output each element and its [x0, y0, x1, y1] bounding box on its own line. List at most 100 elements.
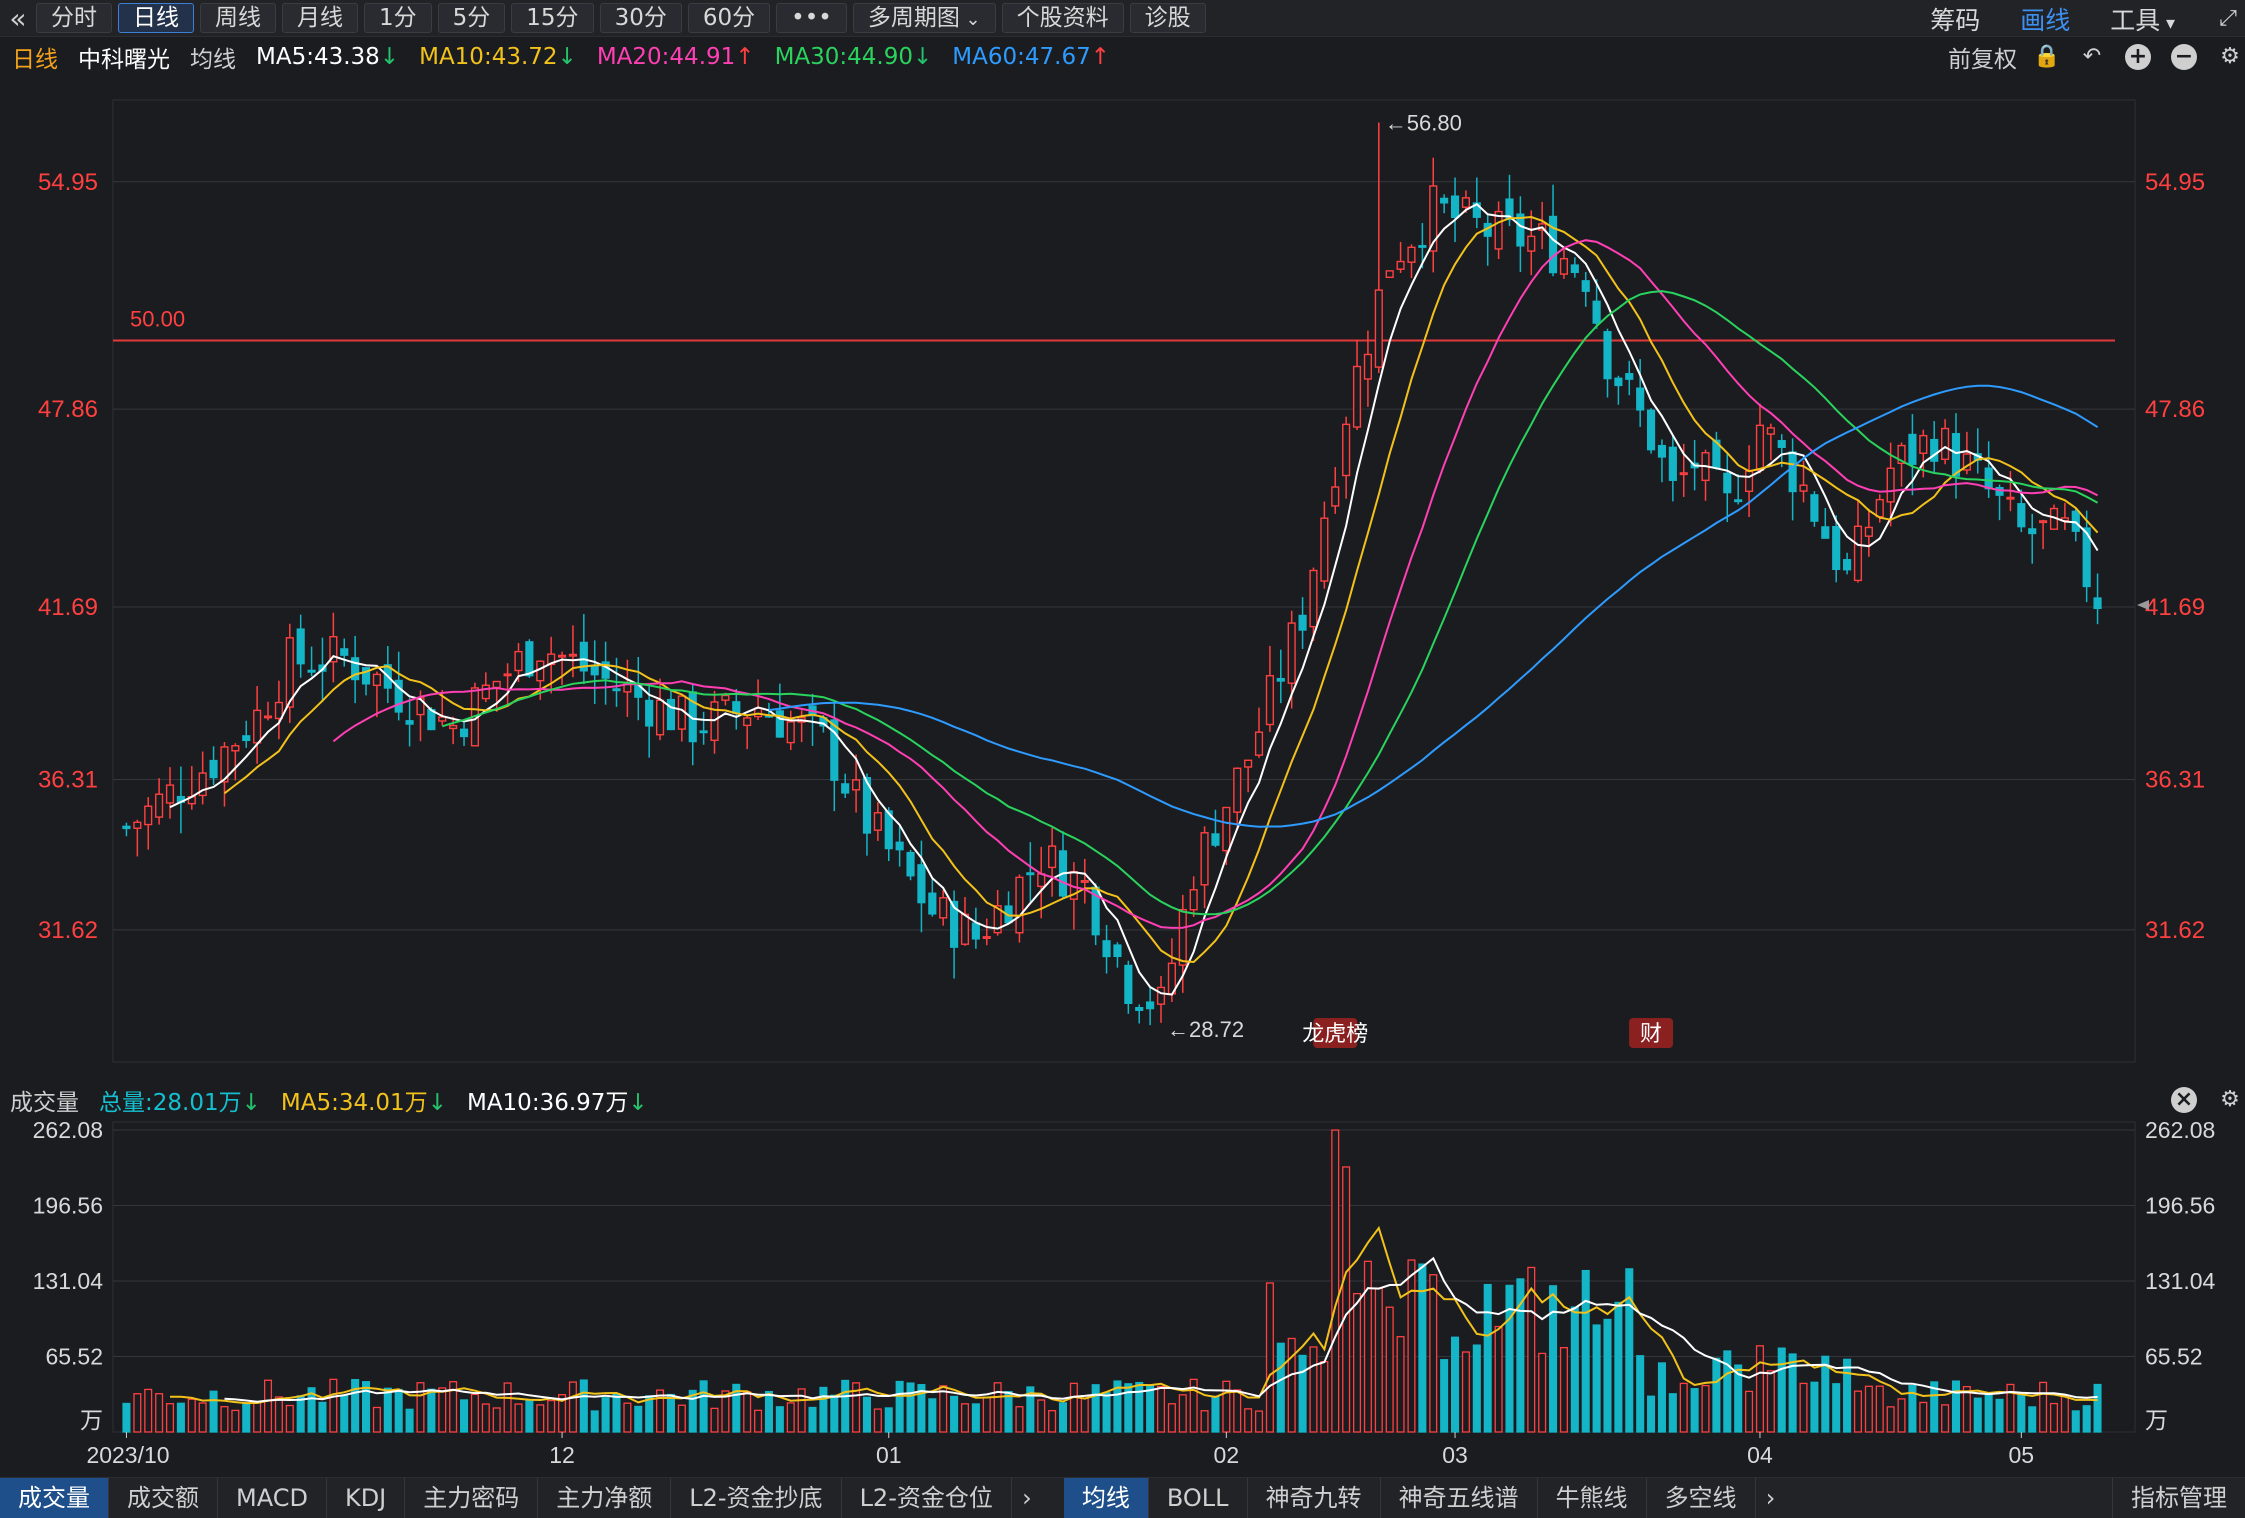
volume-bar: [1625, 1268, 1634, 1433]
tab-l2-bottom[interactable]: L2-资金抄底: [671, 1477, 842, 1518]
tab-bull-bear[interactable]: 牛熊线: [1538, 1477, 1647, 1518]
volume-bar: [242, 1403, 251, 1433]
candle-body: [1440, 197, 1449, 204]
volume-bar: [1788, 1353, 1797, 1433]
period-tab-fenshi[interactable]: 分时: [36, 3, 112, 33]
tab-main-force-code[interactable]: 主力密码: [405, 1477, 539, 1518]
period-tab-weekly[interactable]: 周线: [200, 3, 276, 33]
chevron-right-icon[interactable]: ›: [1765, 1484, 1776, 1512]
candle-body: [1385, 270, 1394, 278]
volume-bar: [220, 1406, 229, 1433]
candle-body: [841, 783, 850, 794]
volume-bar: [351, 1379, 360, 1433]
candle-body: [1897, 444, 1906, 465]
candle-body: [721, 694, 730, 701]
candle-body: [1657, 444, 1667, 458]
gear-icon[interactable]: ⚙: [2220, 1087, 2240, 1112]
gear-icon[interactable]: ⚙: [2220, 44, 2240, 69]
tab-long-short[interactable]: 多空线: [1647, 1477, 1756, 1518]
period-tab-15min[interactable]: 15分: [511, 3, 594, 33]
period-tab-60min[interactable]: 60分: [687, 3, 771, 33]
tab-macd[interactable]: MACD: [218, 1477, 327, 1518]
volume-bar: [405, 1408, 414, 1433]
tab-main-force-net[interactable]: 主力净额: [538, 1477, 672, 1518]
kline-chart[interactable]: 54.95 54.95 47.86 47.86 41.69 41.69 36.31 36.31…: [0, 77, 2245, 1477]
tab-volume[interactable]: 成交量: [0, 1477, 109, 1518]
candle-body: [242, 735, 251, 742]
candle-body: [601, 661, 610, 679]
draw-line-button[interactable]: 画线: [2020, 5, 2071, 35]
double-chevron-left-icon[interactable]: «: [9, 1, 27, 35]
volume-bar: [329, 1378, 338, 1433]
volume-bar: [1647, 1395, 1656, 1433]
tab-magic-nine[interactable]: 神奇九转: [1248, 1477, 1381, 1518]
period-tab-5min[interactable]: 5分: [437, 3, 506, 33]
indicator-tabs: 成交量 成交额 MACD KDJ 主力密码 主力净额 L2-资金抄底 L2-资金…: [0, 1477, 2245, 1518]
candle-body: [1734, 499, 1743, 503]
tab-ma[interactable]: 均线: [1063, 1477, 1149, 1518]
candle-body: [1548, 215, 1558, 274]
indicator-manage-button[interactable]: 指标管理: [2112, 1477, 2245, 1518]
candle-body: [579, 641, 588, 672]
volume-bar: [1516, 1278, 1525, 1433]
expand-icon[interactable]: ⤢: [2219, 5, 2237, 31]
zoom-in-icon[interactable]: +: [2125, 44, 2151, 70]
volume-bar: [416, 1382, 425, 1433]
stock-info-button[interactable]: 个股资料: [1001, 3, 1124, 33]
period-tab-30min[interactable]: 30分: [599, 3, 682, 33]
period-tab-monthly[interactable]: 月线: [282, 3, 358, 33]
volume-bar: [492, 1407, 501, 1433]
close-icon[interactable]: ×: [2171, 1087, 2197, 1113]
volume-bar: [634, 1405, 643, 1433]
volume-bar: [1614, 1301, 1623, 1433]
volume-bar: [1276, 1342, 1285, 1433]
ma5-line: [169, 202, 2099, 996]
tab-kdj[interactable]: KDJ: [327, 1477, 406, 1518]
candle-body: [884, 810, 893, 850]
chips-button[interactable]: 筹码: [1930, 5, 1981, 35]
candle-body: [1113, 944, 1122, 958]
volume-bar: [1973, 1397, 1982, 1433]
candle-body: [1723, 472, 1732, 494]
candle-body: [612, 688, 621, 692]
diagnose-button[interactable]: 诊股: [1129, 3, 1206, 33]
more-periods-button[interactable]: •••: [776, 3, 847, 33]
lock-icon[interactable]: 🔒: [2033, 44, 2061, 69]
tab-magic-five[interactable]: 神奇五线谱: [1381, 1477, 1538, 1518]
volume-bar: [1951, 1380, 1961, 1433]
volume-bar: [699, 1380, 708, 1433]
candle-body: [1853, 525, 1863, 582]
chevron-right-icon[interactable]: ›: [1022, 1484, 1032, 1512]
volume-bar: [165, 1403, 175, 1433]
candle-body: [960, 913, 970, 945]
volume-bar: [666, 1393, 675, 1433]
volume-bar: [1211, 1395, 1220, 1433]
period-tab-daily[interactable]: 日线: [118, 3, 194, 33]
candle-body: [1614, 377, 1623, 387]
volume-bar: [1745, 1390, 1754, 1433]
tab-boll[interactable]: BOLL: [1149, 1477, 1248, 1518]
zoom-out-icon[interactable]: −: [2171, 44, 2197, 70]
candle-body: [1951, 433, 1961, 477]
hline-label: 50.00: [130, 307, 185, 332]
volume-bar: [503, 1382, 512, 1433]
candle-body: [459, 728, 469, 738]
volume-bar: [1342, 1166, 1351, 1433]
ma-label[interactable]: 均线: [190, 47, 236, 73]
volume-bar: [187, 1398, 196, 1433]
tools-dropdown[interactable]: 工具: [2110, 1, 2175, 37]
multi-period-dropdown[interactable]: 多周期图: [852, 3, 996, 33]
tab-turnover[interactable]: 成交额: [109, 1477, 218, 1518]
volume-bar: [1766, 1370, 1775, 1433]
volume-bar: [253, 1401, 262, 1433]
ma30-legend: MA30:44.90↓: [774, 44, 933, 70]
period-tab-1min[interactable]: 1分: [364, 3, 432, 33]
volume-bar: [1091, 1384, 1100, 1433]
forward-adjust-button[interactable]: 前复权: [1948, 47, 2017, 73]
undo-icon[interactable]: ↶: [2082, 44, 2102, 69]
volume-bar: [449, 1381, 458, 1433]
volume-bar: [2071, 1410, 2080, 1433]
tab-l2-position[interactable]: L2-资金仓位: [842, 1477, 1012, 1518]
x-tick-label: 01: [876, 1442, 902, 1468]
